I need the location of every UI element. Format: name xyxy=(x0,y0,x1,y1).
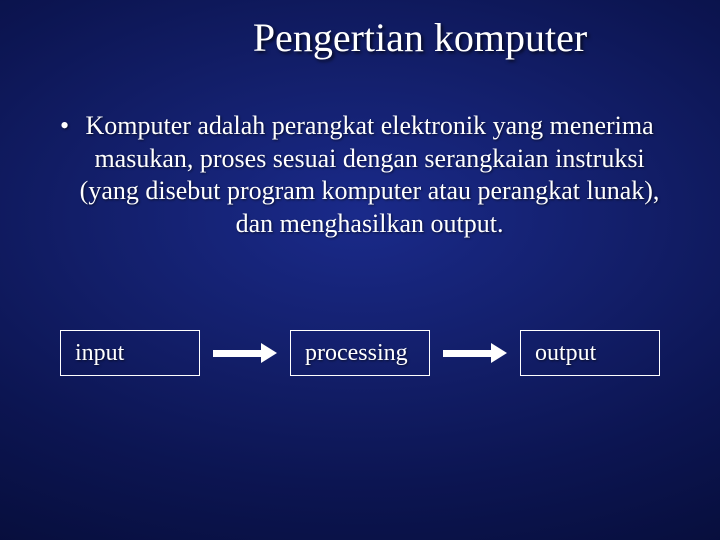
decorative-arc xyxy=(0,0,720,540)
slide-body: • Komputer adalah perangkat elektronik y… xyxy=(60,110,660,240)
slide-title: Pengertian komputer xyxy=(0,14,720,61)
decorative-arc xyxy=(0,0,720,540)
decorative-arc xyxy=(0,0,720,540)
arrow-icon xyxy=(443,348,507,358)
bullet-text: Komputer adalah perangkat elektronik yan… xyxy=(79,110,660,240)
bullet-marker: • xyxy=(60,110,69,240)
slide: Pengertian komputer • Komputer adalah pe… xyxy=(0,0,720,540)
flow-node-processing: processing xyxy=(290,330,430,376)
flow-node-output: output xyxy=(520,330,660,376)
bullet-item: • Komputer adalah perangkat elektronik y… xyxy=(60,110,660,240)
flow-diagram: input processing output xyxy=(60,330,660,376)
decorative-arc xyxy=(0,0,720,540)
decorative-arc xyxy=(0,0,720,540)
flow-node-input: input xyxy=(60,330,200,376)
arrow-icon xyxy=(213,348,277,358)
